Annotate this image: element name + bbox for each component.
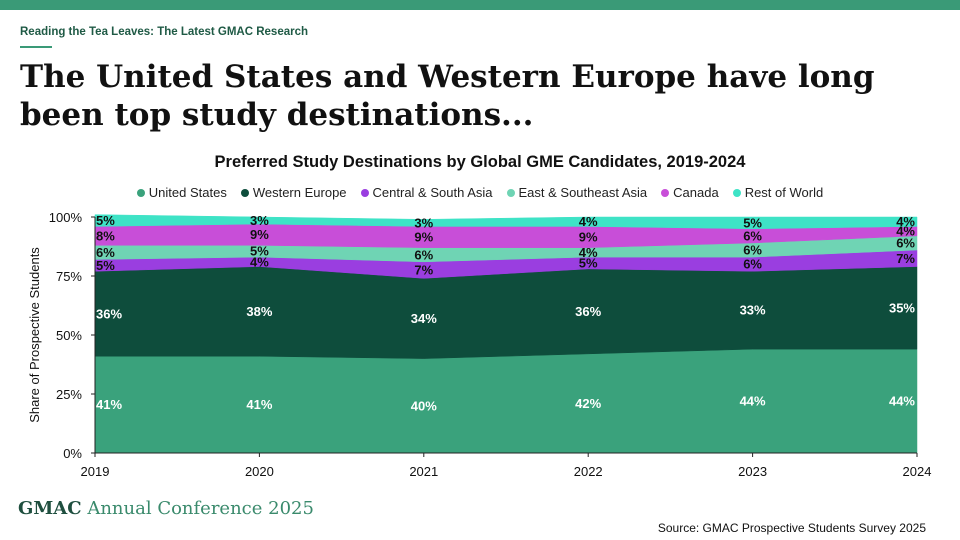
legend-item-western-europe: Western Europe: [240, 185, 347, 200]
data-label-rest-of-world-2020: 3%: [250, 213, 269, 228]
data-label-western-europe-2023: 33%: [740, 303, 766, 318]
legend-swatch: [661, 188, 670, 197]
data-label-canada-2024: 4%: [896, 224, 915, 239]
eyebrow-title: Reading the Tea Leaves: The Latest GMAC …: [20, 26, 309, 38]
data-label-canada-2020: 9%: [250, 227, 269, 242]
data-label-rest-of-world-2019: 5%: [96, 213, 115, 228]
data-label-east-and-southeast-asia-2021: 6%: [414, 247, 433, 262]
legend-item-central-and-south-asia: Central & South Asia: [360, 185, 493, 200]
data-label-east-and-southeast-asia-2020: 5%: [250, 244, 269, 259]
data-label-western-europe-2021: 34%: [411, 311, 437, 326]
data-label-united-states-2024: 44%: [889, 394, 915, 409]
data-label-east-and-southeast-asia-2019: 6%: [96, 245, 115, 260]
data-label-united-states-2019: 41%: [96, 397, 122, 412]
x-tick-label: 2019: [81, 464, 110, 479]
source-note: Source: GMAC Prospective Students Survey…: [657, 521, 926, 535]
data-label-western-europe-2022: 36%: [575, 304, 601, 319]
y-axis-label: Share of Prospective Students: [27, 247, 42, 423]
data-label-central-and-south-asia-2021: 7%: [414, 263, 433, 278]
conference-brand: GMAC Annual Conference 2025: [18, 498, 314, 519]
legend-swatch: [732, 188, 741, 197]
data-label-united-states-2023: 44%: [740, 394, 766, 409]
data-label-east-and-southeast-asia-2022: 4%: [579, 245, 598, 260]
top-accent-bar: [0, 0, 960, 10]
brand-name: GMAC: [18, 498, 82, 519]
data-label-east-and-southeast-asia-2024: 6%: [896, 235, 915, 250]
data-label-canada-2022: 9%: [579, 230, 598, 245]
area-western-europe: [94, 266, 918, 359]
legend-swatch: [136, 188, 145, 197]
data-label-rest-of-world-2022: 4%: [579, 214, 598, 229]
data-label-western-europe-2019: 36%: [96, 306, 122, 321]
area-rest-of-world: [94, 214, 918, 230]
x-tick-label: 2024: [903, 464, 932, 479]
y-tick-label: 100%: [49, 210, 83, 225]
legend-swatch: [240, 188, 249, 197]
legend-label: Central & South Asia: [372, 185, 493, 200]
y-tick-label: 0%: [63, 446, 82, 461]
chart-legend: United States Western Europe Central & Sou…: [0, 185, 960, 200]
stacked-area-chart: 41% 41% 40% 42% 44% 44%36% 38% 34% 36% 33% 35%5% 4%…: [27, 210, 932, 479]
data-label-central-and-south-asia-2019: 5%: [96, 258, 115, 273]
data-label-central-and-south-asia-2024: 7%: [896, 251, 915, 266]
legend-label: Western Europe: [252, 185, 347, 200]
data-label-rest-of-world-2024: 4%: [896, 214, 915, 229]
data-label-united-states-2020: 41%: [246, 397, 272, 412]
data-label-rest-of-world-2023: 5%: [743, 215, 762, 230]
data-label-western-europe-2024: 35%: [889, 300, 915, 315]
data-label-united-states-2022: 42%: [575, 396, 601, 411]
brand-event: Annual Conference 2025: [87, 498, 314, 519]
data-label-canada-2021: 9%: [414, 230, 433, 245]
data-label-canada-2019: 8%: [96, 228, 115, 243]
x-tick-label: 2023: [738, 464, 767, 479]
legend-swatch: [360, 188, 369, 197]
chart-title: Preferred Study Destinations by Global G…: [214, 153, 746, 171]
data-label-canada-2023: 6%: [743, 228, 762, 243]
x-tick-label: 2020: [245, 464, 274, 479]
data-label-western-europe-2020: 38%: [246, 304, 272, 319]
legend-swatch: [506, 188, 515, 197]
area-united-states: [94, 348, 918, 454]
data-label-central-and-south-asia-2023: 6%: [743, 257, 762, 272]
legend-item-rest-of-world: Rest of World: [732, 185, 824, 200]
legend-label: United States: [148, 185, 227, 200]
legend-item-east-and-southeast-asia: East & Southeast Asia: [506, 185, 648, 200]
x-tick-label: 2021: [409, 464, 438, 479]
legend-item-canada: Canada: [661, 185, 719, 200]
data-label-united-states-2021: 40%: [411, 398, 437, 413]
data-label-central-and-south-asia-2020: 4%: [250, 254, 269, 269]
y-tick-label: 25%: [56, 387, 82, 402]
y-tick-label: 75%: [56, 269, 82, 284]
data-label-east-and-southeast-asia-2023: 6%: [743, 243, 762, 258]
legend-label: East & Southeast Asia: [518, 185, 648, 200]
y-tick-label: 50%: [56, 328, 82, 343]
data-label-central-and-south-asia-2022: 5%: [579, 256, 598, 271]
page-headline: The United States and Western Europe hav…: [20, 59, 875, 133]
legend-item-united-states: United States: [136, 185, 227, 200]
x-tick-label: 2022: [574, 464, 603, 479]
legend-label: Canada: [673, 185, 719, 200]
eyebrow-divider: [20, 46, 52, 48]
data-label-rest-of-world-2021: 3%: [414, 215, 433, 230]
legend-label: Rest of World: [744, 185, 824, 200]
